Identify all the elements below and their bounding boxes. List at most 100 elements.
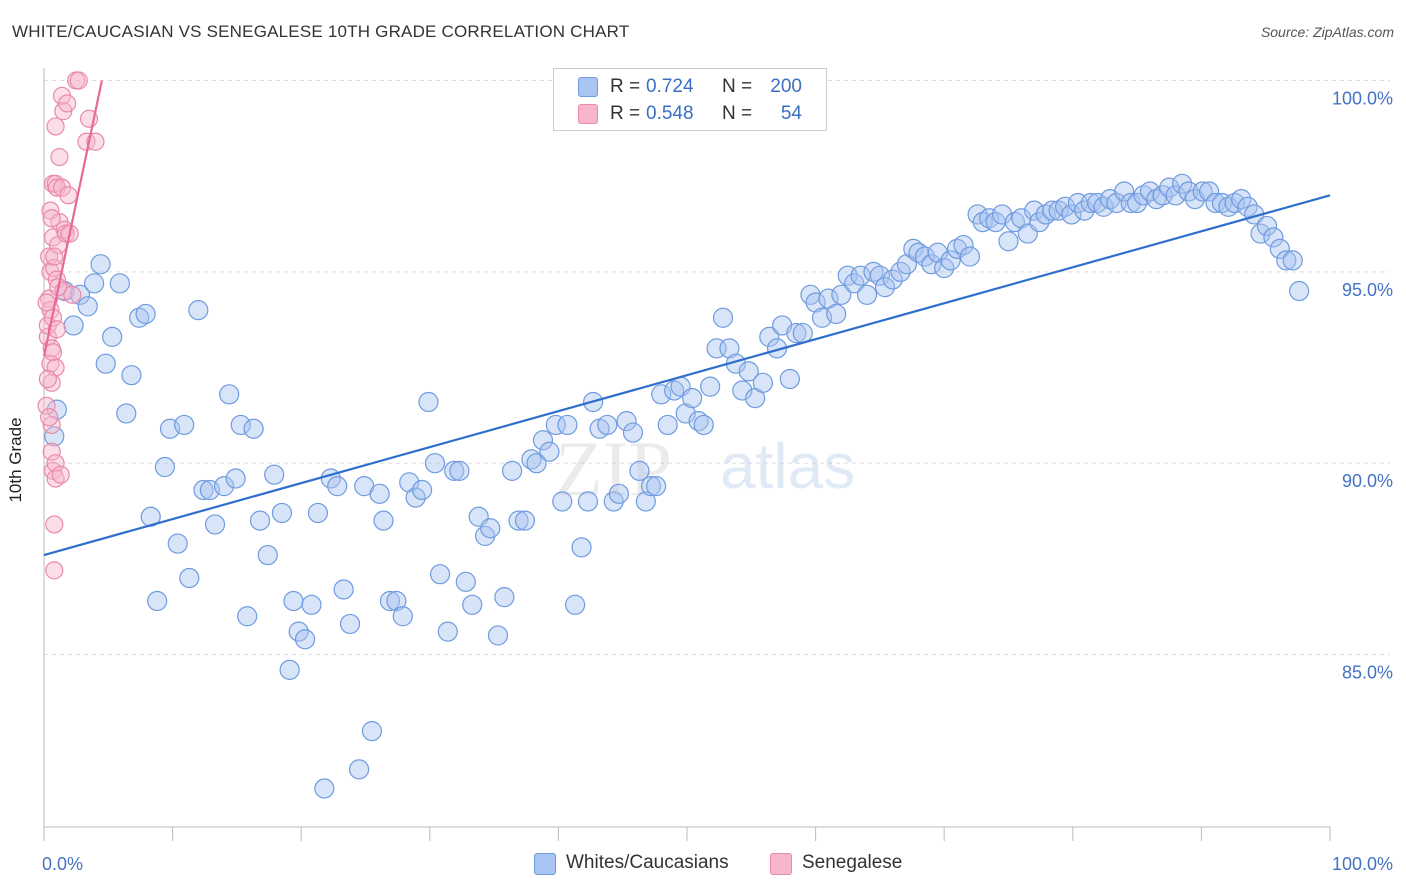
source-note: Source: ZipAtlas.com xyxy=(1260,24,1394,40)
point-whites xyxy=(279,659,300,680)
trend-line-senegalese xyxy=(42,80,103,357)
point-whites xyxy=(552,491,573,512)
point-senegalese xyxy=(45,515,64,534)
point-whites xyxy=(1276,250,1297,271)
point-whites xyxy=(759,326,780,348)
point-senegalese xyxy=(38,369,57,389)
point-senegalese xyxy=(46,454,65,473)
point-whites xyxy=(213,476,235,497)
point-whites xyxy=(664,380,685,401)
point-whites xyxy=(487,625,509,646)
point-whites xyxy=(779,368,800,390)
point-whites xyxy=(1224,192,1245,214)
point-whites xyxy=(508,510,529,531)
trend-lines xyxy=(42,80,1331,557)
watermark-zip: ZIP xyxy=(555,425,672,512)
point-whites xyxy=(959,246,981,267)
point-whites xyxy=(608,483,629,504)
point-whites xyxy=(271,502,293,524)
point-senegalese xyxy=(69,71,88,90)
point-whites xyxy=(307,502,329,524)
chart-title: WHITE/CAUCASIAN VS SENEGALESE 10TH GRADE… xyxy=(12,22,630,41)
series-whites-points xyxy=(44,173,1310,799)
point-senegalese xyxy=(50,147,69,167)
point-whites xyxy=(752,372,773,393)
legend-label-whites: Whites/Caucasians xyxy=(566,852,729,873)
point-whites xyxy=(1080,192,1101,214)
point-whites xyxy=(283,590,304,612)
watermark-atlas: atlas xyxy=(720,430,855,502)
point-whites xyxy=(429,564,451,585)
point-whites xyxy=(953,234,974,256)
point-whites xyxy=(494,587,515,608)
point-whites xyxy=(927,242,948,263)
point-whites xyxy=(188,300,209,321)
point-whites xyxy=(225,468,246,489)
point-whites xyxy=(219,384,240,405)
point-whites xyxy=(444,460,465,481)
point-whites xyxy=(738,361,759,382)
point-whites xyxy=(294,629,316,650)
point-whites xyxy=(1114,181,1135,202)
point-whites xyxy=(379,590,401,612)
point-whites xyxy=(979,208,1000,229)
point-whites xyxy=(1106,192,1127,214)
point-whites xyxy=(571,537,592,558)
point-whites xyxy=(77,296,98,317)
point-whites xyxy=(514,510,536,531)
legend-label-senegalese: Senegalese xyxy=(802,852,903,873)
legend-row-whites: R = 0.724 N = 200 xyxy=(554,73,826,101)
point-whites xyxy=(424,453,446,474)
point-whites xyxy=(1289,280,1310,302)
point-whites xyxy=(264,464,285,485)
point-whites xyxy=(629,460,650,481)
point-whites xyxy=(657,414,678,436)
point-whites xyxy=(622,422,644,443)
point-whites xyxy=(437,621,458,642)
point-whites xyxy=(204,514,226,535)
point-whites xyxy=(1165,185,1186,206)
point-whites xyxy=(1199,181,1220,202)
point-whites xyxy=(651,384,672,405)
point-whites xyxy=(640,476,662,497)
point-whites xyxy=(616,411,637,432)
point-whites xyxy=(193,479,214,501)
point-whites xyxy=(418,391,439,413)
axes xyxy=(43,68,1331,841)
y-tick-label: 95.0% xyxy=(1342,280,1393,300)
point-whites xyxy=(700,376,721,397)
point-whites xyxy=(109,273,130,294)
point-whites xyxy=(1192,181,1213,202)
point-senegalese xyxy=(46,117,65,136)
point-whites xyxy=(129,307,150,328)
point-senegalese xyxy=(59,186,78,205)
point-whites xyxy=(998,231,1019,252)
point-whites xyxy=(154,456,175,478)
point-whites xyxy=(135,303,156,325)
point-whites xyxy=(449,460,470,481)
point-senegalese xyxy=(37,396,56,415)
point-whites xyxy=(1263,227,1284,248)
legend-swatch-pink xyxy=(578,104,598,124)
point-whites xyxy=(863,261,884,282)
legend-r-label: R = xyxy=(610,103,641,124)
point-whites xyxy=(237,606,258,627)
point-whites xyxy=(805,292,826,313)
point-whites xyxy=(1048,200,1069,221)
point-whites xyxy=(1042,200,1063,221)
point-whites xyxy=(526,453,547,474)
point-whites xyxy=(63,315,84,336)
point-whites xyxy=(174,414,195,436)
legend-swatch-pink xyxy=(770,853,792,875)
point-whites xyxy=(399,472,420,493)
point-whites xyxy=(455,571,476,592)
point-whites xyxy=(249,510,271,531)
point-whites xyxy=(301,594,322,615)
point-whites xyxy=(102,326,123,348)
point-whites xyxy=(1004,211,1026,233)
point-whites xyxy=(539,441,560,462)
point-whites xyxy=(179,567,200,589)
point-whites xyxy=(230,414,251,436)
point-whites xyxy=(116,403,137,424)
